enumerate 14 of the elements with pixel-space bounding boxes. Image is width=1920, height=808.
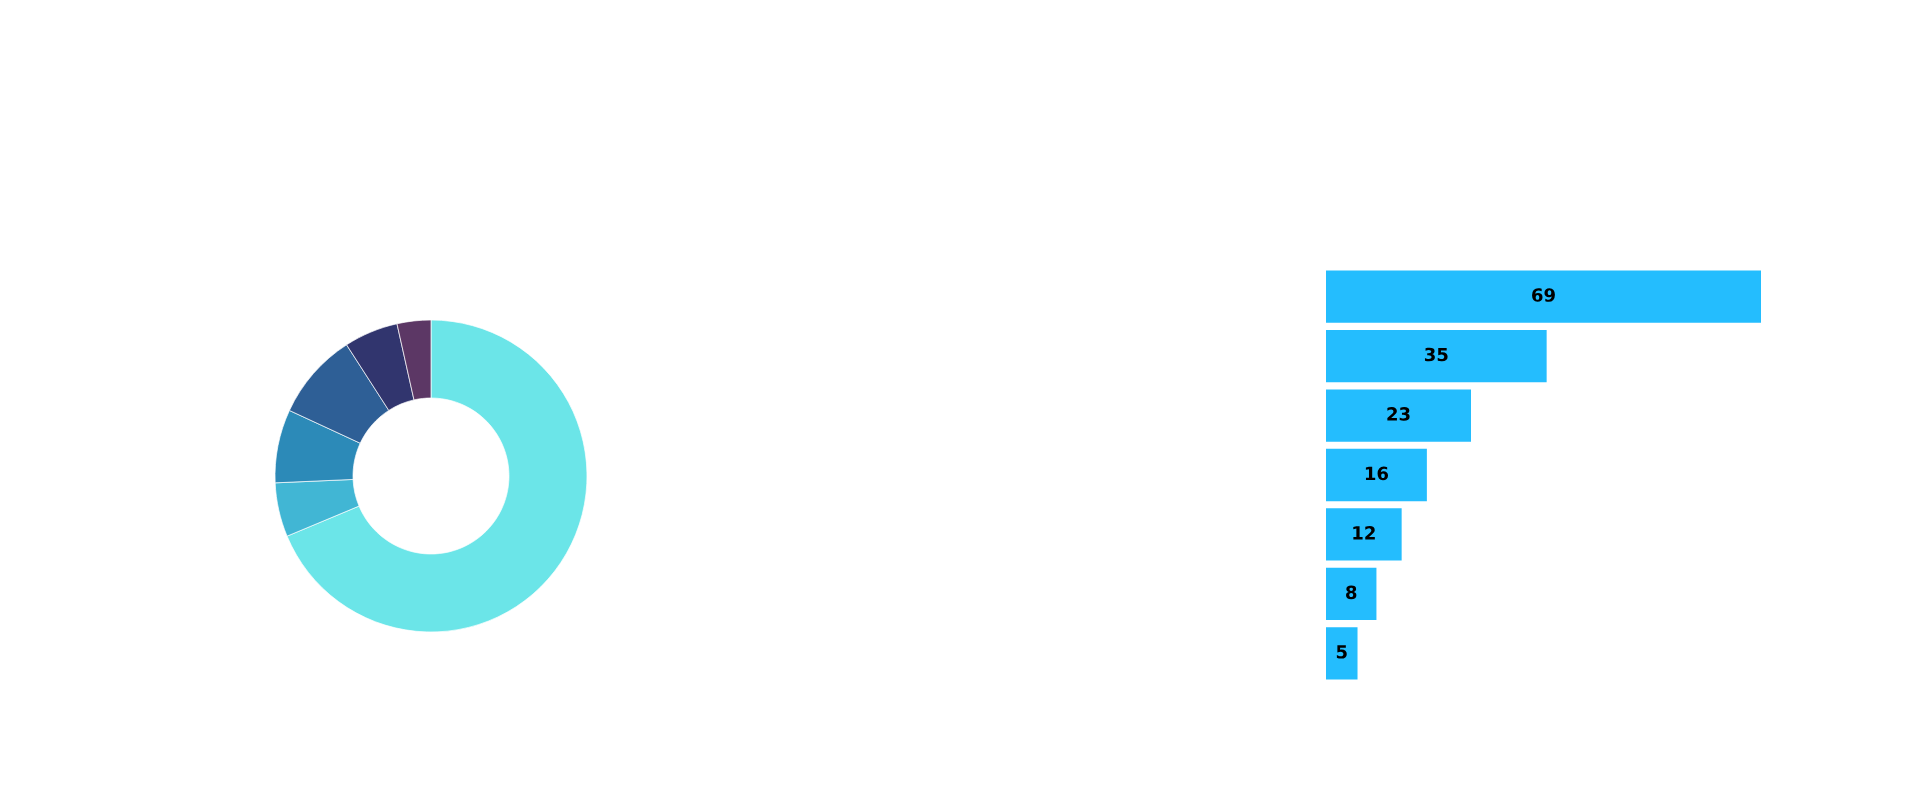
data-label: 16: [1365, 466, 1389, 481]
data-label: 12: [1353, 526, 1375, 540]
bar: [1326, 627, 1358, 680]
data-label: 69: [1532, 288, 1555, 302]
data-label: 35: [1424, 347, 1448, 362]
bar: [1326, 567, 1377, 621]
bar: [1326, 448, 1427, 502]
data-label: 8: [1346, 585, 1357, 600]
bar: [1326, 270, 1761, 323]
bar: [1326, 508, 1402, 561]
bar: [1326, 389, 1471, 442]
bar: [1326, 329, 1547, 383]
data-label: 5: [1336, 645, 1347, 659]
data-label: 23: [1387, 407, 1410, 421]
